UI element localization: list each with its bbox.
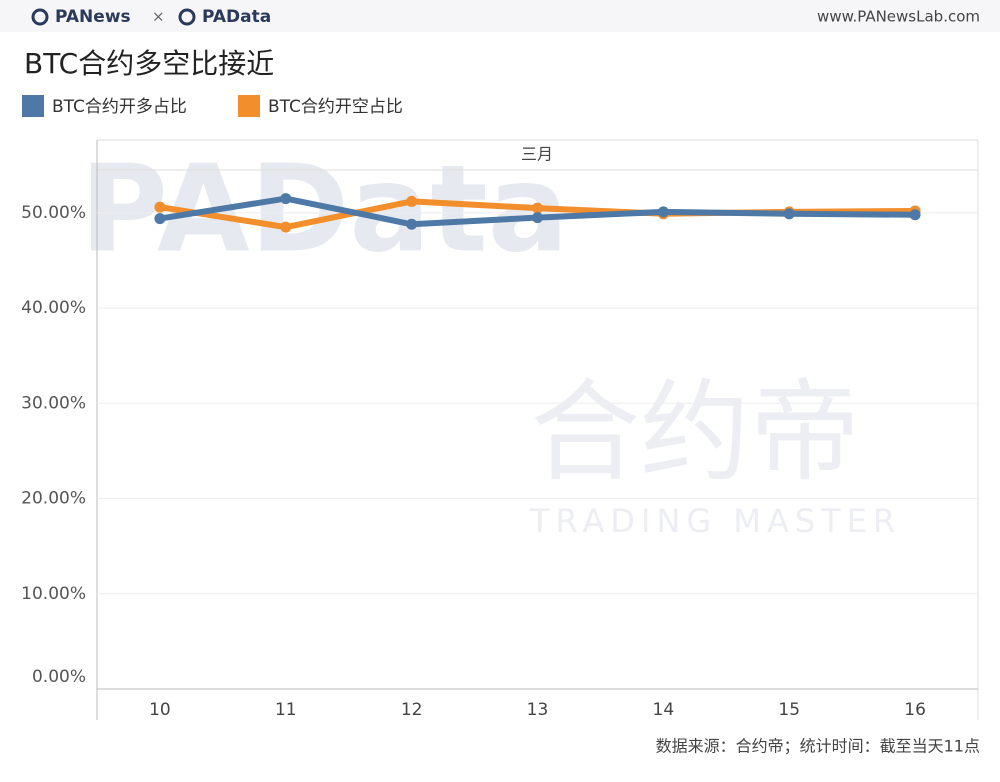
point	[783, 208, 795, 220]
y-tick-label: 10.00%	[21, 584, 86, 604]
point	[406, 218, 418, 230]
point	[532, 202, 543, 214]
point	[154, 213, 166, 225]
x-tick-label: 12	[401, 700, 423, 720]
x-tick-label: 10	[149, 700, 171, 720]
url: www.PANewsLab.com	[817, 8, 980, 26]
watermark: 合约帝	[530, 368, 860, 496]
watermark: PAData	[80, 141, 569, 280]
point	[154, 201, 166, 213]
legend-swatch	[238, 95, 260, 117]
point	[280, 221, 292, 233]
y-tick-label: 0.00%	[32, 667, 86, 687]
x-tick-label: 11	[275, 700, 297, 720]
brand: PANews	[55, 7, 131, 27]
header-bar	[0, 0, 1000, 32]
point	[909, 209, 921, 221]
x-tick-label: 16	[904, 700, 926, 720]
x-tick-label: 13	[527, 700, 549, 720]
logo	[178, 8, 196, 26]
brand: PAData	[202, 7, 271, 27]
legend-label: BTC合约开空占比	[268, 97, 403, 117]
y-tick-label: 40.00%	[21, 298, 86, 318]
x-group-label: 三月	[521, 145, 553, 164]
logo	[31, 8, 49, 26]
separator: ×	[152, 8, 165, 26]
point	[280, 193, 292, 205]
point	[406, 195, 418, 207]
point	[532, 212, 543, 224]
y-tick-label: 30.00%	[21, 393, 86, 413]
legend-swatch	[22, 95, 44, 117]
watermark: TRADING MASTER	[529, 502, 901, 540]
y-tick-label: 50.00%	[21, 203, 86, 223]
chart-title: BTC合约多空比接近	[24, 47, 274, 80]
point	[657, 206, 669, 218]
x-tick-label: 15	[778, 700, 800, 720]
y-tick-label: 20.00%	[21, 489, 86, 509]
x-tick-label: 14	[653, 700, 675, 720]
legend-label: BTC合约开多占比	[52, 97, 187, 117]
source: 数据来源：合约帝；统计时间：截至当天11点	[656, 737, 980, 756]
